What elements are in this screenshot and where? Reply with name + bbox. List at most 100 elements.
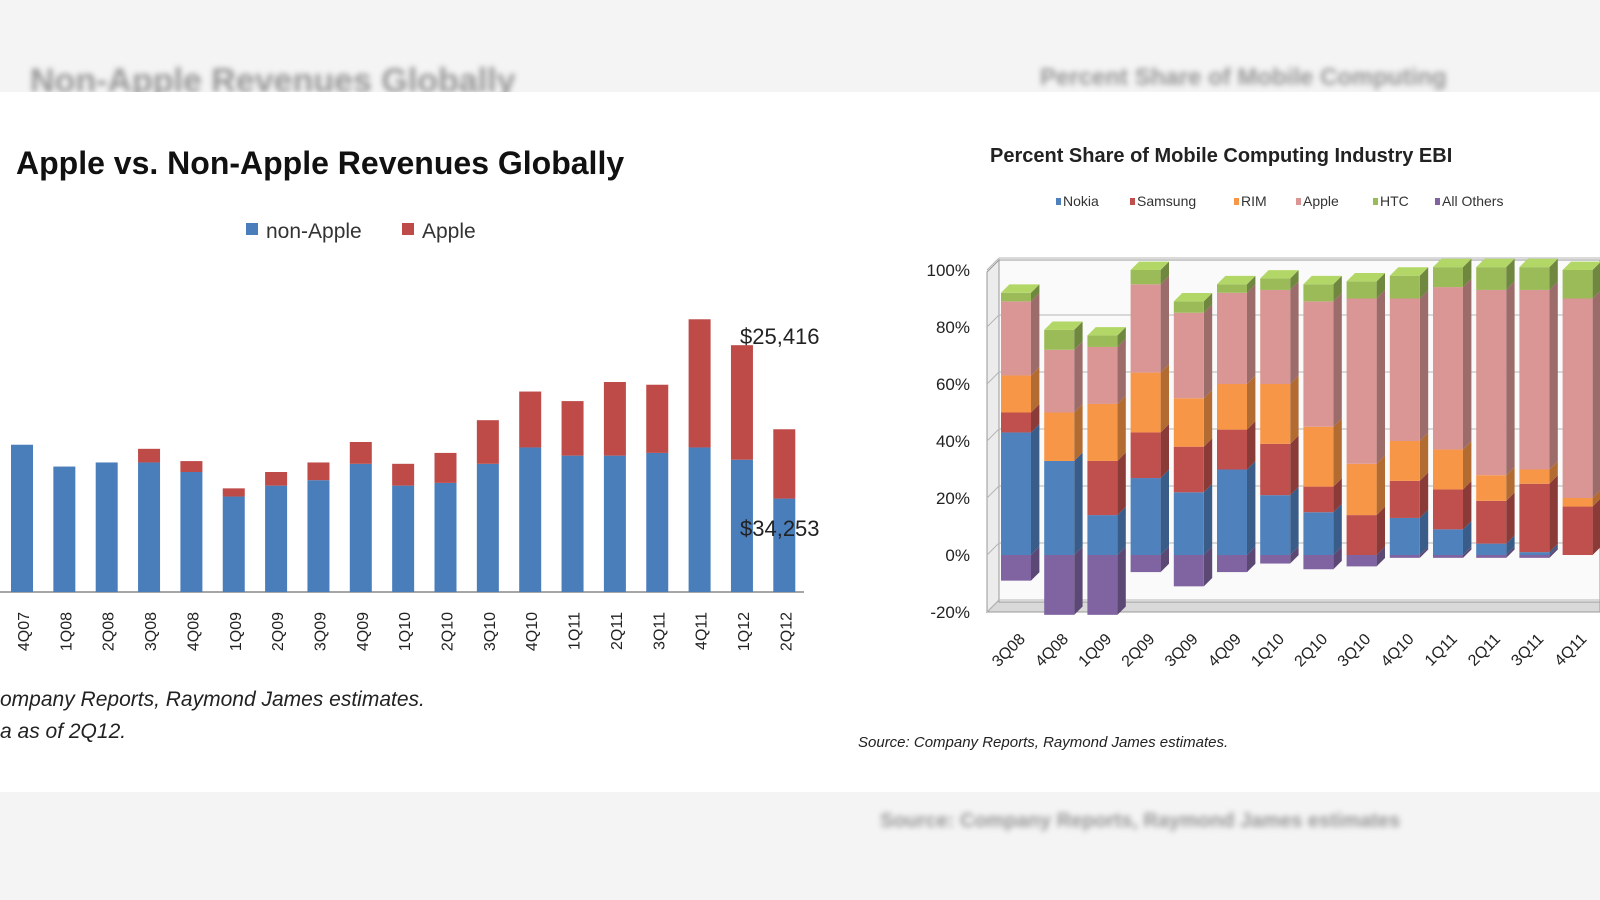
bar-top-2Q10 xyxy=(1303,275,1342,285)
apple-revenue-chart-panel: Apple vs. Non-Apple Revenues Globally non… xyxy=(0,92,846,792)
bar-apple-4Q10 xyxy=(519,391,542,448)
bar-top-4Q11 xyxy=(1562,261,1600,270)
bar-top-4Q09 xyxy=(1217,275,1256,285)
bar-non-apple-1Q09 xyxy=(222,496,245,592)
x-tick-label: 2Q11 xyxy=(1465,631,1504,670)
bar-non-apple-3Q10 xyxy=(476,463,499,592)
bar-apple-2Q09 xyxy=(265,472,288,486)
bar-apple-2Q11 xyxy=(1476,289,1507,476)
bar-nokia-2Q09 xyxy=(1130,478,1161,555)
x-tick-label: 3Q08 xyxy=(143,612,160,651)
x-tick-label: 1Q08 xyxy=(58,612,75,651)
y-tick-label: 20% xyxy=(936,489,970,508)
gridline-side xyxy=(986,428,1000,442)
bar-apple-1Q09 xyxy=(1087,346,1118,404)
left-source-line-2: a as of 2Q12. xyxy=(0,720,127,743)
bar-htc-3Q09 xyxy=(1173,301,1204,313)
bar-non-apple-4Q10 xyxy=(519,447,542,592)
bar-rim-3Q08 xyxy=(1001,375,1031,413)
bar-top-3Q08 xyxy=(1001,284,1040,293)
ebit-share-chart: Percent Share of Mobile Computing Indust… xyxy=(927,145,1600,671)
y-tick-label: 60% xyxy=(936,375,970,394)
x-tick-label: 4Q11 xyxy=(1552,631,1591,670)
bar-non-apple-4Q08 xyxy=(180,472,203,592)
bar-apple-2Q09 xyxy=(1130,284,1161,373)
x-tick-label: 1Q11 xyxy=(1422,631,1461,670)
bar-side-all-others-4Q09 xyxy=(1247,546,1256,573)
bar-side-apple-1Q10 xyxy=(1290,281,1299,384)
bar-side-nokia-3Q08 xyxy=(1031,424,1040,555)
bar-rim-3Q10 xyxy=(1346,463,1377,516)
x-tick-label: 2Q12 xyxy=(778,612,795,651)
bar-side-rim-4Q09 xyxy=(1247,375,1256,430)
bar-top-4Q08 xyxy=(1044,321,1083,330)
bar-htc-3Q08 xyxy=(1001,292,1031,302)
legend-label-rim: RIM xyxy=(1241,193,1267,209)
bar-top-4Q10 xyxy=(1389,267,1429,276)
bar-side-samsung-3Q10 xyxy=(1376,506,1385,555)
gridline-side xyxy=(986,599,1000,613)
legend-swatch-samsung xyxy=(1130,198,1135,205)
bar-side-htc-3Q09 xyxy=(1203,292,1213,313)
bar-htc-4Q11 xyxy=(1562,270,1593,299)
bar-non-apple-3Q09 xyxy=(307,480,330,592)
bar-side-apple-3Q09 xyxy=(1203,304,1213,399)
bar-side-apple-4Q11 xyxy=(1592,291,1600,498)
legend-label-samsung: Samsung xyxy=(1137,193,1196,209)
bar-side-apple-2Q11 xyxy=(1506,281,1515,476)
bar-apple-4Q08 xyxy=(180,461,203,472)
bar-all-others-3Q11 xyxy=(1519,555,1550,558)
x-tick-label: 2Q08 xyxy=(101,612,118,651)
x-tick-label: 1Q12 xyxy=(736,612,753,651)
bar-side-all-others-3Q11 xyxy=(1549,546,1558,558)
left-source-line-1: ompany Reports, Raymond James estimates. xyxy=(0,688,425,711)
bar-side-nokia-3Q11 xyxy=(1549,543,1558,555)
bar-side-rim-1Q09 xyxy=(1117,395,1126,461)
bar-side-samsung-4Q09 xyxy=(1247,421,1256,470)
bar-side-all-others-2Q11 xyxy=(1506,546,1515,558)
bar-all-others-2Q10 xyxy=(1303,555,1334,570)
bar-samsung-1Q10 xyxy=(1260,443,1291,496)
x-tick-label: 4Q10 xyxy=(1378,631,1418,671)
x-tick-label: 1Q09 xyxy=(228,612,245,651)
bar-non-apple-2Q08 xyxy=(95,462,118,592)
gridline-side xyxy=(986,485,1000,499)
bar-side-rim-3Q10 xyxy=(1376,455,1385,516)
y-tick-label: 100% xyxy=(927,261,970,280)
bar-side-htc-1Q10 xyxy=(1290,270,1299,290)
x-tick-label: 3Q10 xyxy=(482,612,499,651)
bar-top-3Q11 xyxy=(1519,258,1558,268)
bar-samsung-3Q08 xyxy=(1001,412,1031,433)
bar-all-others-4Q09 xyxy=(1217,555,1247,573)
x-tick-label: 2Q09 xyxy=(1119,631,1159,671)
bar-apple-3Q09 xyxy=(307,462,330,481)
bar-top-3Q09 xyxy=(1173,292,1213,302)
bar-all-others-4Q08 xyxy=(1044,555,1075,615)
gridline-side xyxy=(986,257,1000,271)
background-blur-title-right: Percent Share of Mobile Computing xyxy=(1040,64,1447,91)
bar-nokia-1Q10 xyxy=(1260,495,1291,555)
bar-apple-1Q10 xyxy=(1260,289,1291,384)
bar-side-htc-2Q10 xyxy=(1333,275,1342,302)
data-label-nonapple-2q12: $34,253 xyxy=(740,516,820,541)
bar-side-apple-3Q10 xyxy=(1376,290,1385,464)
bar-rim-2Q10 xyxy=(1303,426,1334,487)
data-label-apple-2q12: $25,416 xyxy=(740,324,820,349)
bar-side-samsung-3Q08 xyxy=(1031,404,1040,433)
bar-nokia-2Q10 xyxy=(1303,512,1334,555)
bar-side-apple-2Q09 xyxy=(1160,275,1169,373)
bar-side-rim-1Q10 xyxy=(1290,375,1299,444)
legend-label-htc: HTC xyxy=(1380,193,1409,209)
bar-side-rim-4Q10 xyxy=(1419,432,1429,481)
bar-apple-2Q11 xyxy=(603,382,626,456)
bar-side-all-others-3Q08 xyxy=(1031,546,1040,581)
bar-side-samsung-1Q09 xyxy=(1117,452,1126,516)
chart-title: Percent Share of Mobile Computing Indust… xyxy=(990,145,1452,167)
bar-side-rim-3Q09 xyxy=(1203,389,1213,447)
legend-label-apple: Apple xyxy=(422,220,476,243)
bar-apple-4Q10 xyxy=(1389,298,1420,441)
bar-all-others-1Q09 xyxy=(1087,555,1118,615)
bar-rim-4Q11 xyxy=(1562,498,1593,507)
bar-apple-1Q10 xyxy=(392,463,415,486)
bar-side-rim-2Q10 xyxy=(1333,418,1342,487)
